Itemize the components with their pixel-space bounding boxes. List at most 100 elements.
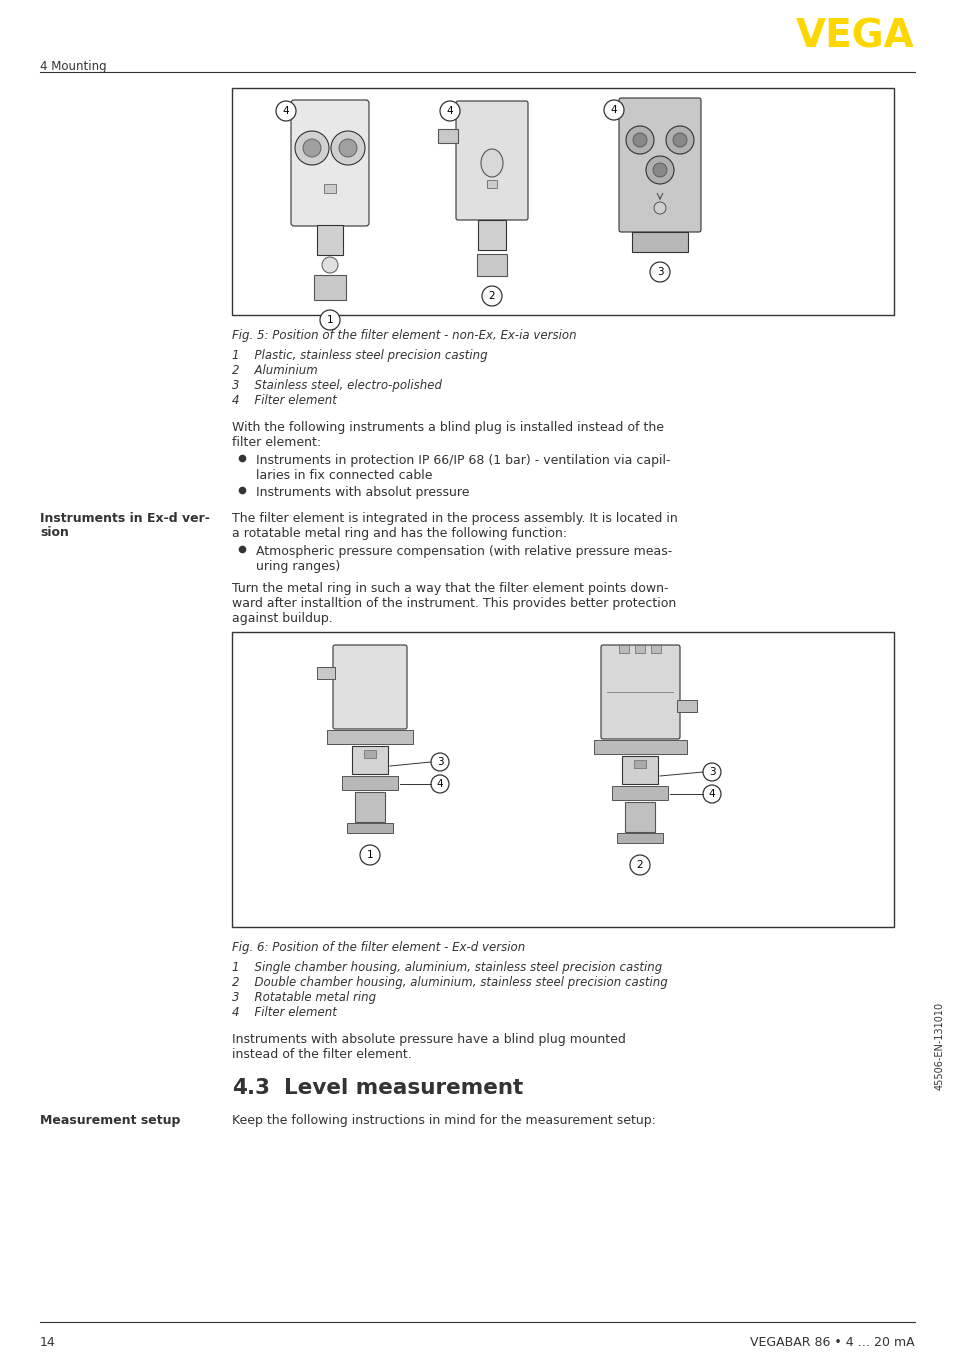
Text: VEGABAR 86 • 4 … 20 mA: VEGABAR 86 • 4 … 20 mA [750,1336,914,1349]
Circle shape [439,102,459,121]
Text: 3    Rotatable metal ring: 3 Rotatable metal ring [232,991,375,1005]
Bar [232,632,893,927]
Text: 3: 3 [436,757,443,766]
Bar [314,275,346,301]
Bar [327,730,413,743]
Circle shape [275,102,295,121]
Text: 14: 14 [40,1336,55,1349]
Circle shape [294,131,329,165]
Text: 4: 4 [446,106,453,116]
Circle shape [654,202,665,214]
Bar [624,802,655,831]
Bar [631,232,687,252]
Circle shape [322,257,337,274]
Bar [635,645,644,653]
Circle shape [359,845,379,865]
Bar [612,787,667,800]
Text: VEGA: VEGA [796,18,914,56]
Text: Instruments in protection IP 66/IP 68 (1 bar) - ventilation via capil-: Instruments in protection IP 66/IP 68 (1… [255,454,670,467]
Text: 2: 2 [488,291,495,301]
Bar [476,255,506,276]
Circle shape [303,139,320,157]
Text: Instruments in Ex-d ver-: Instruments in Ex-d ver- [40,512,210,525]
Text: 4    Filter element: 4 Filter element [232,394,336,408]
Bar [352,746,388,774]
Text: 4 Mounting: 4 Mounting [40,60,107,73]
Text: 4: 4 [610,106,617,115]
Bar [341,776,397,789]
Bar [486,180,497,188]
Text: 4.3: 4.3 [232,1078,270,1098]
FancyBboxPatch shape [456,102,527,219]
Text: laries in fix connected cable: laries in fix connected cable [255,468,432,482]
Circle shape [431,774,449,793]
FancyBboxPatch shape [600,645,679,739]
Text: filter element:: filter element: [232,436,321,450]
Text: 2    Double chamber housing, aluminium, stainless steel precision casting: 2 Double chamber housing, aluminium, sta… [232,976,667,988]
Text: 4    Filter element: 4 Filter element [232,1006,336,1020]
Circle shape [702,785,720,803]
Circle shape [665,126,693,154]
Text: Keep the following instructions in mind for the measurement setup:: Keep the following instructions in mind … [232,1114,656,1127]
Text: Level measurement: Level measurement [284,1078,522,1098]
Circle shape [481,286,501,306]
Text: Atmospheric pressure compensation (with relative pressure meas-: Atmospheric pressure compensation (with … [255,546,672,558]
Bar [316,225,343,255]
Circle shape [319,310,339,330]
Bar [594,741,686,754]
Text: 45506-EN-131010: 45506-EN-131010 [934,1002,944,1090]
Text: Turn the metal ring in such a way that the filter element points down-: Turn the metal ring in such a way that t… [232,582,668,594]
Circle shape [603,100,623,121]
Text: Fig. 5: Position of the filter element - non-Ex, Ex-ia version: Fig. 5: Position of the filter element -… [232,329,576,343]
Text: 4: 4 [436,779,443,789]
Bar [477,219,505,250]
Text: 4: 4 [282,106,289,116]
Text: 1: 1 [366,850,373,860]
Text: uring ranges): uring ranges) [255,561,340,573]
Circle shape [331,131,365,165]
Bar [324,184,335,194]
Text: The filter element is integrated in the process assembly. It is located in: The filter element is integrated in the … [232,512,677,525]
Text: Instruments with absolut pressure: Instruments with absolut pressure [255,486,469,500]
Bar [347,823,393,833]
Text: 2: 2 [636,860,642,871]
Bar [364,750,375,758]
Bar [621,756,658,784]
Circle shape [649,263,669,282]
Text: 2    Aluminium: 2 Aluminium [232,364,317,376]
Bar [617,833,662,844]
Text: 4: 4 [708,789,715,799]
Text: 3: 3 [708,766,715,777]
Circle shape [338,139,356,157]
Bar [232,88,893,315]
Bar [618,645,628,653]
Bar [634,760,645,768]
Bar [650,645,660,653]
Circle shape [645,156,673,184]
Text: Measurement setup: Measurement setup [40,1114,180,1127]
FancyBboxPatch shape [291,100,369,226]
Circle shape [702,764,720,781]
Text: a rotatable metal ring and has the following function:: a rotatable metal ring and has the follo… [232,527,566,540]
Circle shape [431,753,449,770]
Text: 1    Plastic, stainless steel precision casting: 1 Plastic, stainless steel precision cas… [232,349,487,362]
Circle shape [625,126,654,154]
Text: 3    Stainless steel, electro-polished: 3 Stainless steel, electro-polished [232,379,441,393]
Ellipse shape [480,149,502,177]
Text: 1    Single chamber housing, aluminium, stainless steel precision casting: 1 Single chamber housing, aluminium, sta… [232,961,661,974]
Circle shape [633,133,646,148]
Text: against buildup.: against buildup. [232,612,333,626]
Circle shape [672,133,686,148]
Bar [316,668,335,678]
Circle shape [629,854,649,875]
Text: instead of the filter element.: instead of the filter element. [232,1048,412,1062]
Text: 1: 1 [326,315,333,325]
Text: With the following instruments a blind plug is installed instead of the: With the following instruments a blind p… [232,421,663,435]
Bar [437,129,457,144]
FancyBboxPatch shape [618,97,700,232]
Text: 3: 3 [656,267,662,278]
Bar [677,700,697,712]
Text: Fig. 6: Position of the filter element - Ex-d version: Fig. 6: Position of the filter element -… [232,941,525,955]
Text: Instruments with absolute pressure have a blind plug mounted: Instruments with absolute pressure have … [232,1033,625,1047]
Text: ward after installtion of the instrument. This provides better protection: ward after installtion of the instrument… [232,597,676,611]
